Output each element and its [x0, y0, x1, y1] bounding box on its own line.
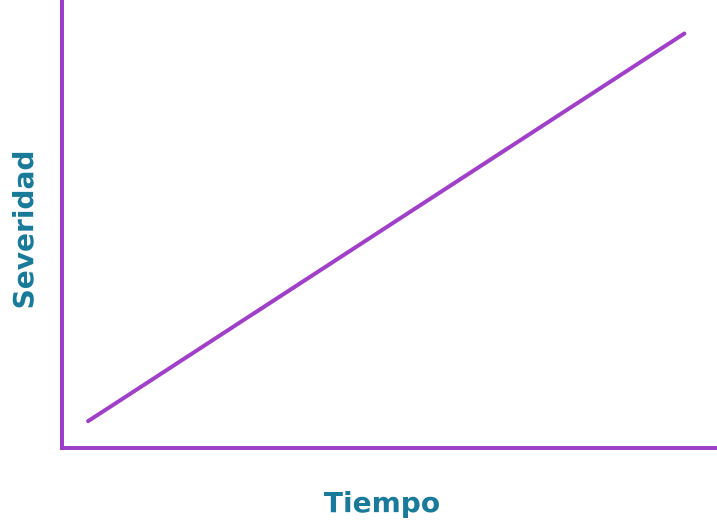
- series-line-1: [86, 31, 687, 424]
- x-axis-label: Tiempo: [324, 486, 440, 519]
- y-axis-label: Severidad: [7, 151, 40, 310]
- series-layer: [86, 31, 687, 424]
